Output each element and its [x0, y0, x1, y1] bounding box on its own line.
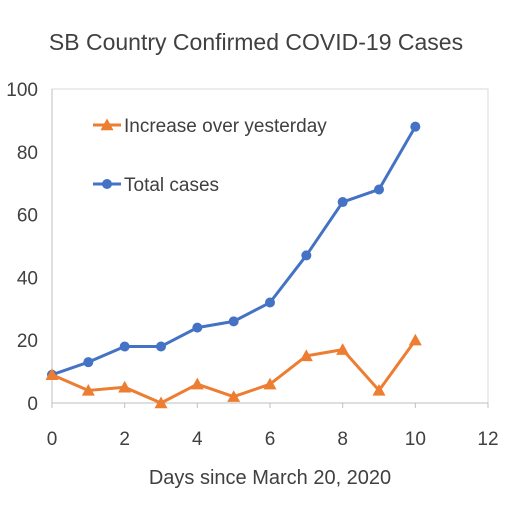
x-tick-label: 8 [337, 429, 348, 450]
data-point-increase [227, 390, 241, 402]
x-axis-ticks: 0 2 4 6 8 10 12 [47, 403, 499, 450]
series-layer [45, 121, 422, 409]
y-axis-ticks: 0 20 40 60 80 100 [6, 80, 38, 415]
data-point-increase [154, 396, 168, 409]
data-point-increase [81, 383, 95, 396]
data-point-total [228, 316, 239, 327]
data-point-total [410, 121, 421, 132]
data-point-increase [190, 377, 204, 390]
data-point-total [156, 341, 166, 352]
x-tick-label: 12 [477, 429, 498, 450]
y-tick-label: 20 [17, 331, 38, 352]
data-point-increase [408, 333, 422, 346]
x-axis-label: Days since March 20, 2020 [149, 467, 391, 489]
y-tick-label: 80 [17, 143, 38, 164]
data-point-increase [336, 343, 350, 355]
legend-label-increase: Increase over yesterday [124, 116, 327, 137]
data-point-total [119, 341, 130, 352]
x-tick-label: 2 [119, 429, 130, 450]
y-tick-label: 60 [17, 206, 38, 227]
data-point-increase [372, 383, 386, 396]
x-tick-label: 4 [192, 429, 203, 450]
data-point-total [301, 250, 312, 261]
x-tick-label: 10 [405, 429, 426, 450]
data-point-increase [118, 380, 132, 393]
series-line-total [51, 125, 417, 377]
data-point-total [192, 322, 203, 333]
y-tick-label: 100 [6, 80, 38, 101]
legend: Increase over yesterday Total cases [93, 116, 327, 196]
chart-title: SB Country Confirmed COVID-19 Cases [49, 29, 463, 55]
data-point-increase [45, 368, 59, 380]
legend-label-total: Total cases [124, 175, 219, 196]
data-point-increase [299, 349, 313, 362]
x-tick-label: 6 [265, 429, 276, 450]
y-tick-label: 40 [17, 268, 38, 289]
legend-marker-total [102, 179, 112, 189]
data-point-total [83, 357, 94, 368]
legend-marker-increase [100, 118, 114, 131]
data-point-total [337, 197, 348, 208]
data-point-total [265, 297, 275, 308]
data-point-total [374, 184, 384, 195]
x-tick-label: 0 [47, 429, 58, 450]
data-point-increase [263, 377, 277, 390]
y-tick-label: 0 [27, 394, 38, 415]
